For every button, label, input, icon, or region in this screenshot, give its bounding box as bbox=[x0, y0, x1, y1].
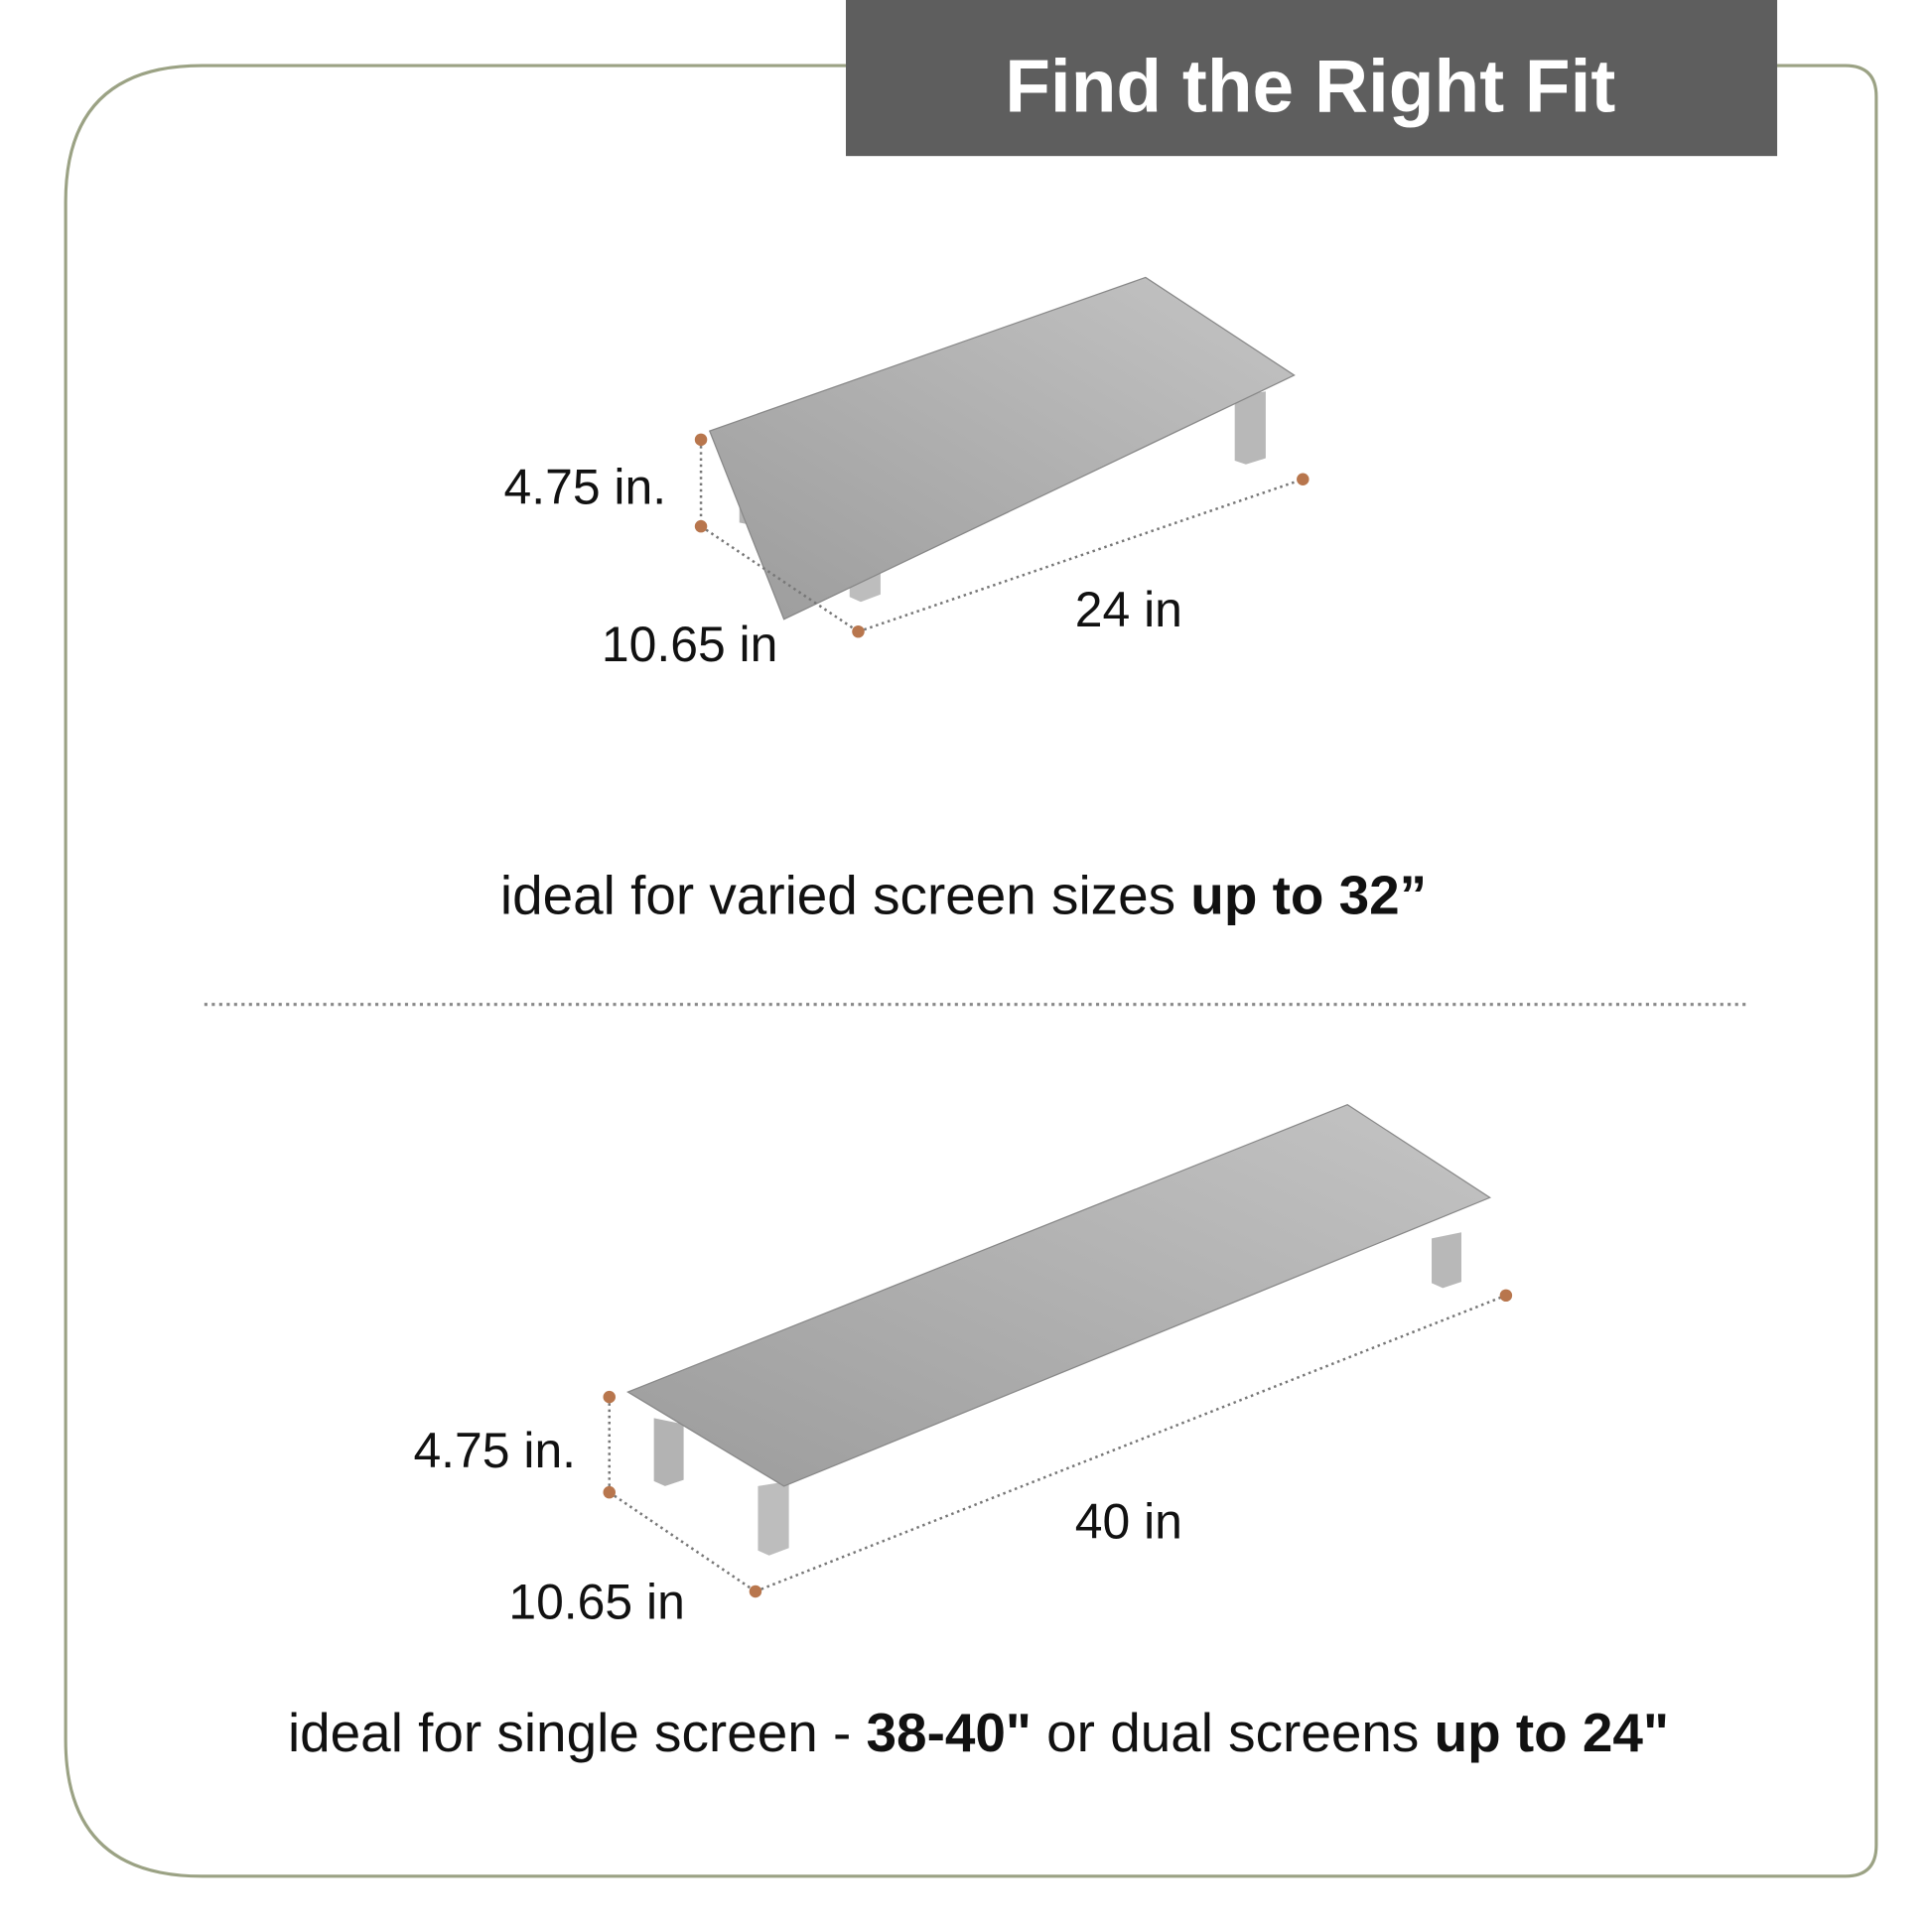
title-banner bbox=[845, 0, 1778, 157]
width-label-40in: 40 in bbox=[1075, 1493, 1182, 1549]
caption-40in: ideal for single screen - 38-40" or dual… bbox=[288, 1702, 1669, 1763]
dimension-dots-40in bbox=[603, 1289, 1513, 1598]
caption-24in: ideal for varied screen sizes up to 32” bbox=[500, 865, 1427, 926]
height-label-24in: 4.75 in. bbox=[504, 460, 667, 515]
width-label-24in: 24 in bbox=[1075, 582, 1182, 637]
frame-border bbox=[64, 64, 1878, 1878]
depth-label-40in: 10.65 in bbox=[508, 1574, 684, 1629]
dimension-lines-40in bbox=[608, 1294, 1507, 1593]
dimension-lines-24in bbox=[699, 439, 1304, 633]
page-title: Find the Right Fit bbox=[1005, 44, 1615, 127]
dimension-dots-24in bbox=[694, 433, 1310, 638]
height-label-40in: 4.75 in. bbox=[413, 1423, 576, 1478]
stand-40in-illustration bbox=[626, 1104, 1492, 1556]
depth-label-24in: 10.65 in bbox=[602, 617, 778, 672]
stand-24in-illustration bbox=[708, 276, 1296, 621]
